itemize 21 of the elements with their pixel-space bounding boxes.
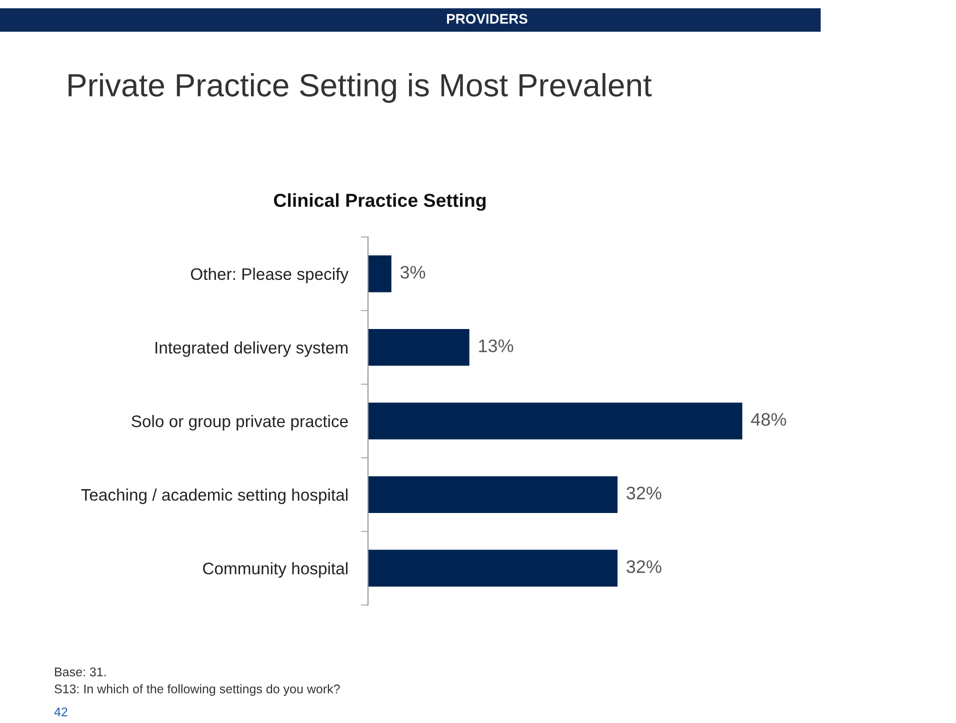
text: Base: 31. (55, 668, 106, 676)
data-label: 32% (626, 486, 662, 500)
data-label: 13% (479, 339, 514, 352)
y-tick-label: Teaching / academic setting hospital (81, 488, 348, 504)
bar (368, 255, 392, 292)
data-label: 32% (626, 560, 662, 574)
y-tick-label: Community hospital (203, 562, 348, 578)
y-tick-label: Other: Please specify (190, 268, 349, 284)
y-tick-label: Solo or group private practice (132, 414, 348, 430)
data-label: 48% (751, 413, 786, 426)
bar (368, 402, 742, 440)
text: S13: In which of the following settings do you work? (54, 684, 340, 696)
bar (368, 329, 470, 366)
chart-subtitle: Clinical Practice Setting (274, 193, 486, 211)
text: PROVIDERS (447, 14, 528, 24)
bar (368, 550, 618, 587)
y-tick-label: Integrated delivery system (156, 341, 348, 357)
bar (368, 476, 618, 513)
data-label: 3% (400, 266, 426, 279)
chart-title: Private Practice Setting is Most Prevalent (68, 73, 652, 103)
text: 42 (54, 708, 68, 716)
